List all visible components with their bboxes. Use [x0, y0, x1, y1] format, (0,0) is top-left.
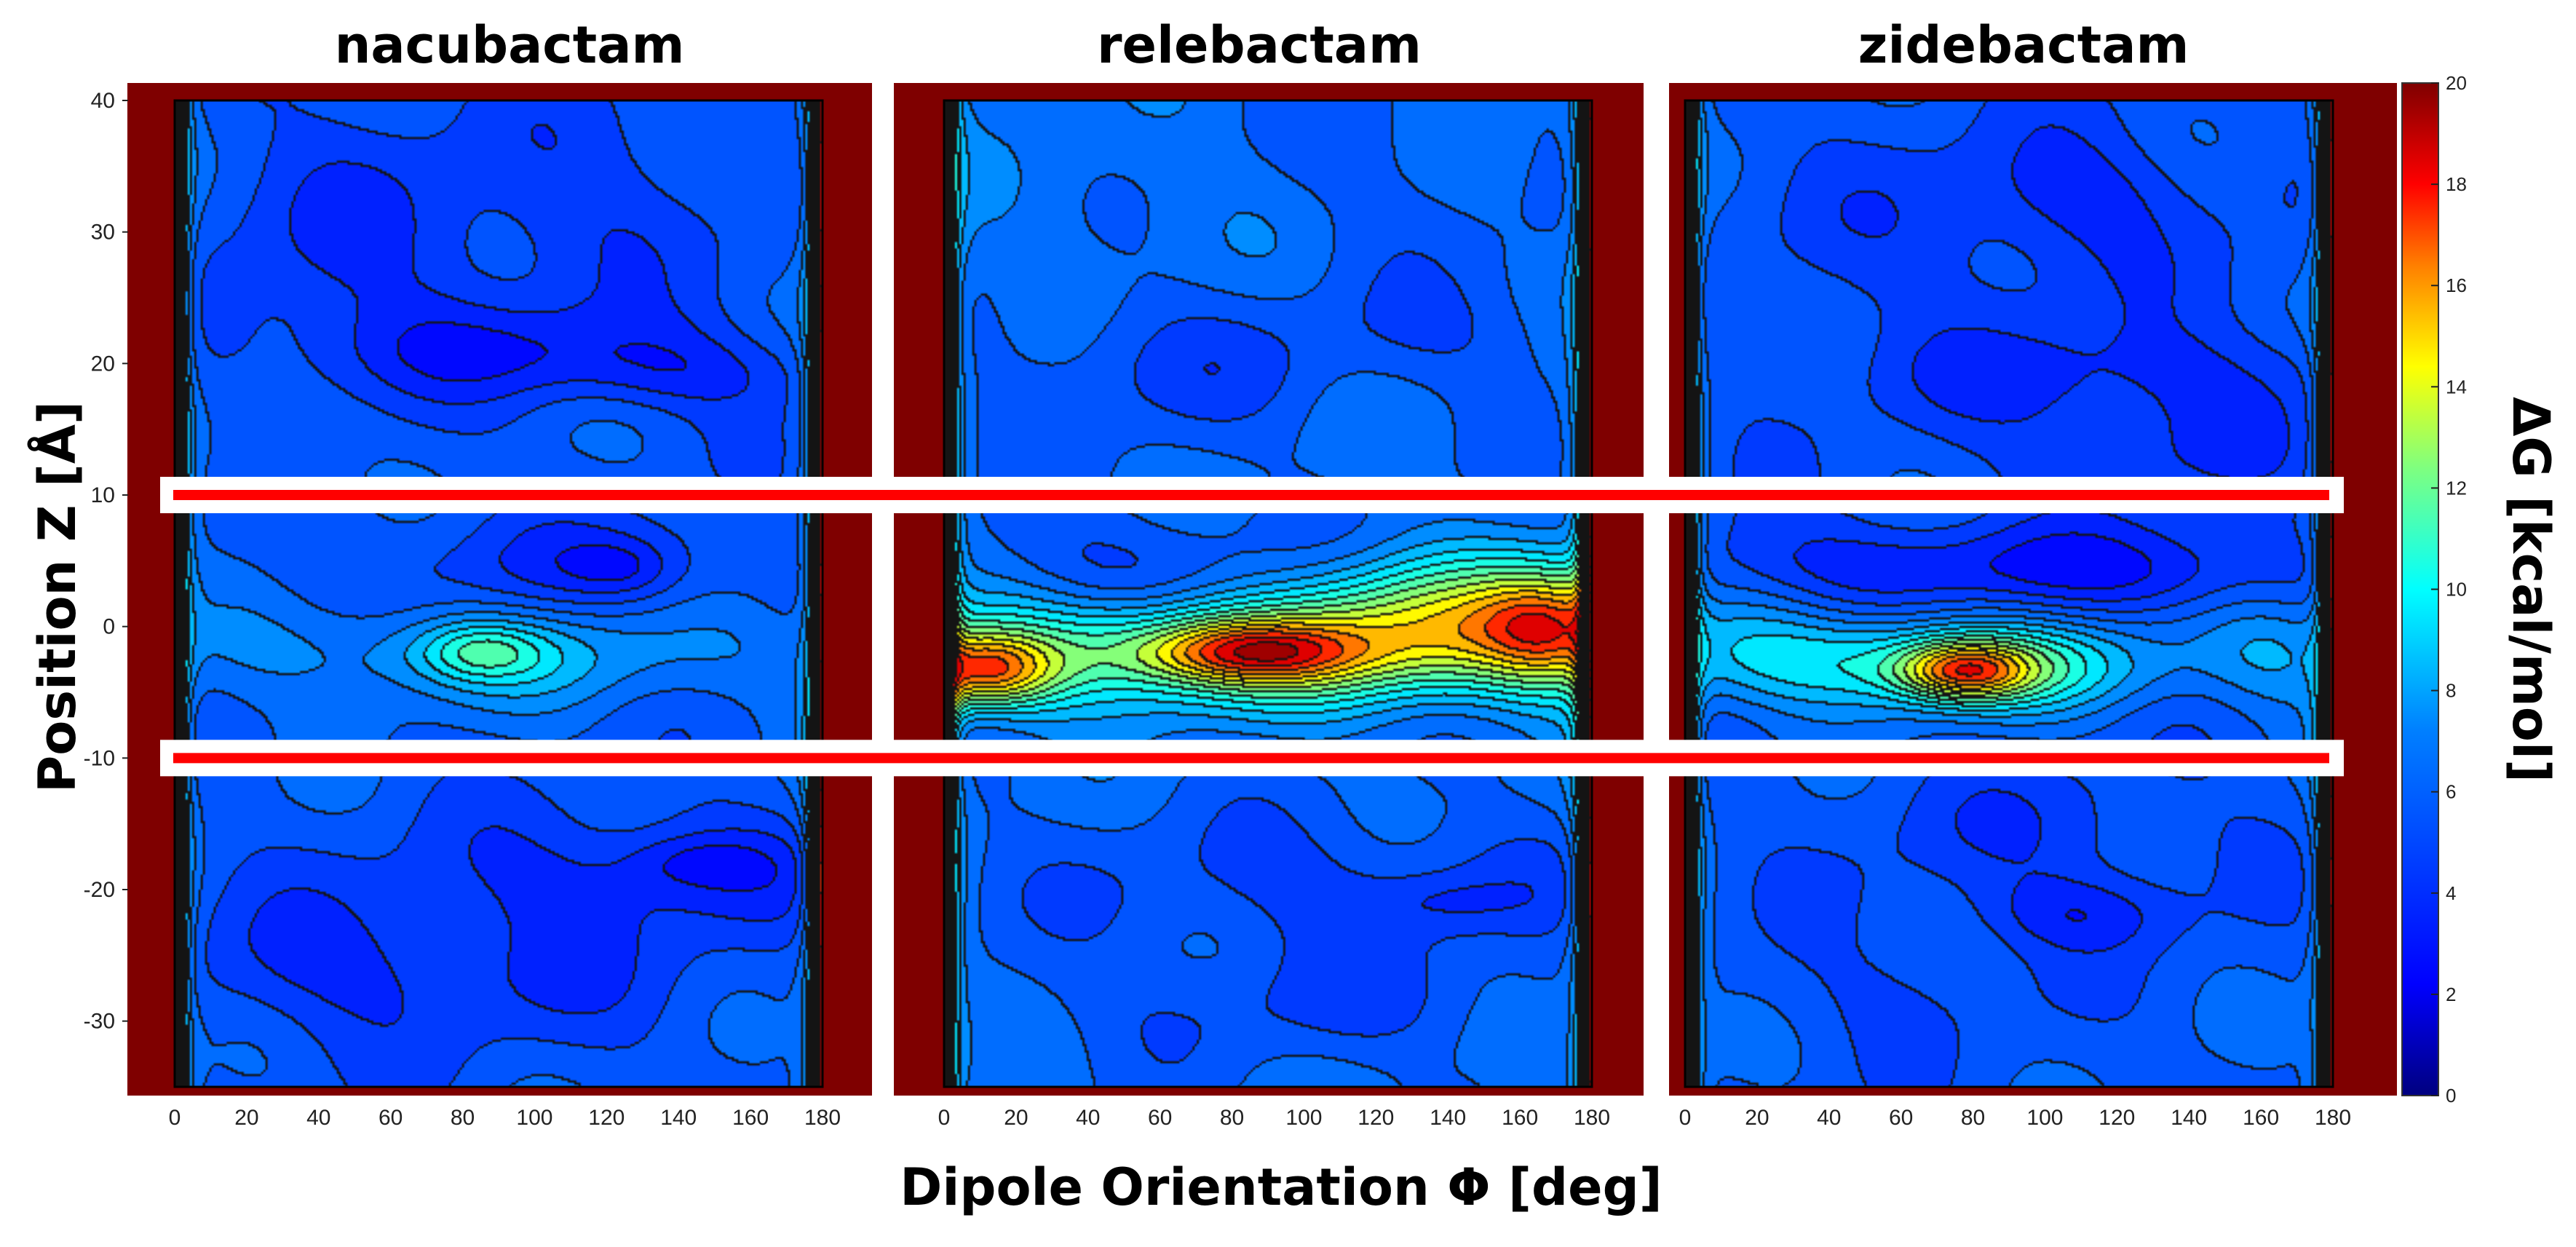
plot-border — [1684, 99, 2334, 1088]
panel-title: relebactam — [1097, 15, 1422, 75]
x-tick-label: 20 — [1004, 1106, 1028, 1130]
y-tick-label: -10 — [84, 746, 115, 770]
x-tick-label: 160 — [2243, 1106, 2279, 1130]
colorbar: 0 2 4 6 8 10 12 14 16 18 20 ΔG [kcal/mol] — [2401, 72, 2561, 1107]
x-tick-label: 0 — [1679, 1106, 1692, 1130]
x-tick-label: 140 — [2171, 1106, 2207, 1130]
colorbar-tick-label: 10 — [2446, 579, 2467, 601]
panel-zidebactam: zidebactam 0 20 40 60 80 100 120 140 160 180 — [1669, 15, 2397, 1130]
colorbar-tick-label: 8 — [2446, 680, 2456, 702]
panel-title: nacubactam — [335, 15, 685, 75]
y-tick-label: -30 — [84, 1010, 115, 1034]
y-tick-label: -20 — [84, 878, 115, 902]
x-tick-label: 140 — [1430, 1106, 1466, 1130]
colorbar-label: ΔG [kcal/mol] — [2501, 397, 2561, 783]
colorbar-tick-label: 20 — [2446, 72, 2467, 94]
x-tick-label: 120 — [588, 1106, 625, 1130]
plot-border — [943, 99, 1593, 1088]
colorbar-tick-label: 6 — [2446, 781, 2456, 803]
x-tick-label: 40 — [306, 1106, 330, 1130]
x-axis-label: Dipole Orientation Φ [deg] — [900, 1157, 1662, 1217]
x-tick-label: 60 — [1889, 1106, 1913, 1130]
x-tick-label: 20 — [1745, 1106, 1769, 1130]
x-tick-label: 180 — [1574, 1106, 1610, 1130]
x-tick-label: 40 — [1076, 1106, 1100, 1130]
x-tick-label: 80 — [1220, 1106, 1244, 1130]
colorbar-tick-label: 2 — [2446, 983, 2456, 1005]
y-tick-label: 20 — [91, 352, 115, 376]
x-tick-label: 100 — [1285, 1106, 1322, 1130]
x-tick-label: 140 — [660, 1106, 697, 1130]
plot-border — [173, 99, 824, 1088]
x-tick-label: 120 — [2099, 1106, 2135, 1130]
highlight-lines — [160, 477, 2344, 777]
x-tick-label: 100 — [2026, 1106, 2063, 1130]
panel-title: zidebactam — [1858, 15, 2189, 75]
x-tick-label: 160 — [732, 1106, 769, 1130]
x-tick-label: 20 — [234, 1106, 258, 1130]
x-tick-label: 60 — [1148, 1106, 1172, 1130]
heatmap-image — [1685, 100, 2333, 1087]
x-tick-label: 180 — [804, 1106, 841, 1130]
colorbar-tick-label: 14 — [2446, 376, 2467, 397]
y-tick-label: 0 — [103, 615, 115, 639]
y-axis: -30 -20 -10 0 10 20 30 40 — [84, 89, 128, 1034]
x-tick-label: 40 — [1817, 1106, 1841, 1130]
colorbar-tick-label: 0 — [2446, 1085, 2456, 1107]
colorbar-tick-label: 12 — [2446, 477, 2467, 499]
x-tick-label: 60 — [379, 1106, 403, 1130]
x-tick-label: 120 — [1358, 1106, 1394, 1130]
colorbar-tick-label: 16 — [2446, 274, 2467, 296]
x-tick-label: 0 — [938, 1106, 951, 1130]
y-tick-label: 10 — [91, 483, 115, 507]
heatmap-image — [175, 100, 823, 1087]
panel-relebactam: relebactam 0 20 40 60 80 100 120 140 160 180 — [894, 15, 1644, 1130]
colorbar-tick-label: 4 — [2446, 882, 2456, 904]
panel-nacubactam: nacubactam 0 20 40 60 80 100 120 140 160 180 — [127, 15, 872, 1130]
colorbar-tick-label: 18 — [2446, 173, 2467, 195]
y-axis-label: Position Z [Å] — [28, 401, 87, 793]
y-tick-label: 30 — [91, 221, 115, 245]
x-tick-label: 0 — [169, 1106, 181, 1130]
x-tick-label: 80 — [451, 1106, 475, 1130]
x-tick-label: 160 — [1502, 1106, 1538, 1130]
y-tick-label: 40 — [91, 89, 115, 113]
x-tick-label: 80 — [1961, 1106, 1985, 1130]
x-tick-label: 100 — [516, 1106, 552, 1130]
heatmap-image — [944, 100, 1592, 1087]
x-tick-label: 180 — [2315, 1106, 2351, 1130]
